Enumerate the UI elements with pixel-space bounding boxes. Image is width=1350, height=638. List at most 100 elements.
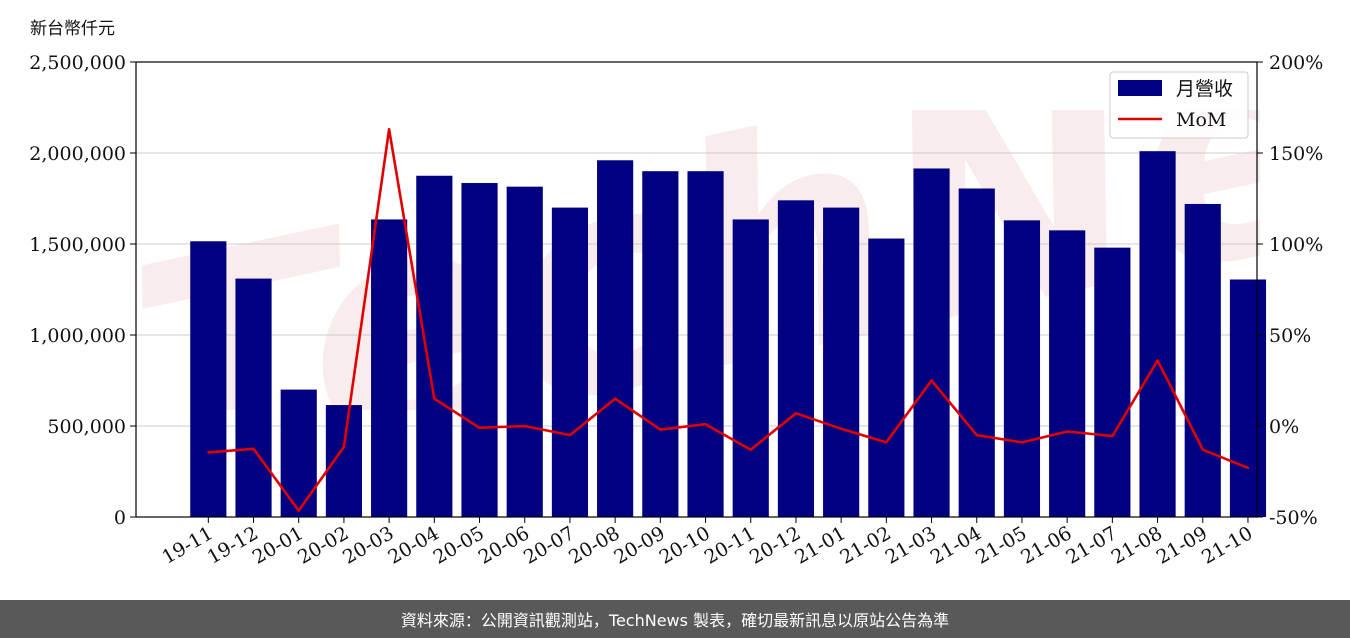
mom-point bbox=[478, 426, 481, 430]
legend-label-revenue: 月營收 bbox=[1176, 78, 1233, 100]
left-tick-label: 500,000 bbox=[47, 416, 126, 438]
left-y-axis: 0 500,000 1,000,000 1,500,000 2,000,000 2,500… bbox=[29, 52, 136, 529]
bar bbox=[1229, 279, 1267, 517]
mom-point bbox=[839, 427, 843, 430]
bar bbox=[325, 405, 363, 517]
bar bbox=[506, 186, 543, 518]
bar bbox=[1003, 220, 1041, 517]
mom-line bbox=[208, 128, 1249, 512]
chart-svg: 0 500,000 1,000,000 1,500,000 2,000,000 2,500… bbox=[29, 52, 1323, 569]
bar bbox=[371, 219, 408, 517]
mom-point bbox=[252, 447, 255, 450]
bar bbox=[551, 207, 589, 517]
mom-point bbox=[1020, 441, 1024, 444]
legend-swatch-bar bbox=[1118, 80, 1162, 96]
mom-point bbox=[659, 428, 662, 431]
bar bbox=[868, 238, 905, 518]
x-tick-label: 21-08 bbox=[1108, 522, 1166, 568]
bar bbox=[1049, 230, 1086, 517]
bar bbox=[642, 171, 679, 517]
x-tick-label: 21-09 bbox=[1153, 522, 1211, 568]
mom-point bbox=[975, 433, 978, 437]
x-tick-label: 19-12 bbox=[204, 522, 262, 568]
bar bbox=[597, 160, 634, 517]
x-tick-label: 21-03 bbox=[882, 522, 940, 568]
right-tick-label: 200% bbox=[1269, 52, 1323, 74]
mom-point bbox=[387, 128, 391, 131]
x-tick-label: 20-11 bbox=[701, 522, 759, 568]
right-y-axis: -50% 0% 50% 100% 150% 200% bbox=[1257, 52, 1323, 529]
mom-point bbox=[342, 445, 346, 449]
left-tick-label: 2,000,000 bbox=[29, 143, 126, 165]
bar bbox=[416, 175, 453, 517]
x-tick-label: 20-07 bbox=[520, 522, 578, 568]
x-axis: 19-1119-1220-0120-0220-0320-0420-0520-06… bbox=[158, 517, 1256, 569]
mom-point bbox=[794, 412, 798, 415]
bar bbox=[1094, 247, 1131, 517]
x-tick-label: 21-07 bbox=[1062, 522, 1120, 568]
mom-point bbox=[1201, 448, 1204, 451]
mom-point bbox=[1065, 430, 1069, 433]
chart-area: 新台幣仟元 TechNews 0500,0001,000,0001,500,00… bbox=[29, 19, 1323, 569]
bar bbox=[190, 241, 227, 517]
x-tick-label: 20-12 bbox=[746, 522, 804, 568]
plot-frame bbox=[135, 61, 1258, 518]
right-tick-label: 50% bbox=[1269, 325, 1311, 347]
mom-point bbox=[613, 397, 617, 400]
x-tick-label: 20-03 bbox=[339, 522, 397, 568]
mom-point bbox=[1156, 359, 1159, 362]
mom-point bbox=[930, 379, 933, 382]
bar bbox=[1139, 151, 1176, 517]
mom-point bbox=[749, 448, 752, 451]
x-tick-label: 21-10 bbox=[1198, 522, 1256, 568]
legend-label-mom: MoM bbox=[1176, 109, 1226, 131]
mom-point bbox=[568, 433, 572, 437]
bar bbox=[777, 200, 815, 517]
mom-point bbox=[207, 451, 210, 454]
right-tick-label: 150% bbox=[1269, 143, 1323, 165]
bar bbox=[687, 171, 724, 517]
x-tick-label: 20-02 bbox=[294, 522, 352, 568]
mom-point bbox=[704, 422, 707, 426]
left-tick-label: 1,000,000 bbox=[29, 325, 126, 347]
mom-line-series bbox=[207, 128, 1250, 512]
source-footer: 資料來源：公開資訊觀測站，TechNews 製表，確切最新訊息以原站公告為準 bbox=[0, 600, 1350, 638]
x-tick-label: 20-09 bbox=[610, 522, 668, 568]
left-tick-label: 0 bbox=[114, 507, 126, 529]
source-footer-text: 資料來源：公開資訊觀測站，TechNews 製表，確切最新訊息以原站公告為準 bbox=[400, 611, 950, 630]
legend: 月營收 MoM bbox=[1109, 71, 1249, 139]
x-tick-label: 21-05 bbox=[972, 522, 1030, 568]
right-tick-label: 0% bbox=[1269, 416, 1299, 438]
bar bbox=[732, 219, 769, 517]
x-tick-label: 20-06 bbox=[475, 522, 533, 568]
right-tick-label: 100% bbox=[1269, 234, 1323, 256]
bar bbox=[280, 389, 317, 517]
x-tick-label: 20-08 bbox=[565, 522, 623, 568]
x-tick-label: 20-01 bbox=[249, 522, 307, 568]
left-tick-label: 1,500,000 bbox=[29, 234, 126, 256]
bar bbox=[235, 278, 272, 517]
bar bbox=[1184, 203, 1221, 517]
x-tick-label: 19-11 bbox=[158, 522, 216, 568]
mom-point bbox=[1246, 466, 1250, 470]
bar bbox=[913, 168, 950, 517]
x-tick-label: 21-06 bbox=[1017, 522, 1075, 568]
mom-point bbox=[885, 441, 888, 444]
x-tick-label: 21-01 bbox=[791, 522, 849, 568]
bar bbox=[958, 188, 995, 518]
mom-point bbox=[1111, 434, 1114, 438]
mom-point bbox=[433, 397, 436, 400]
x-tick-label: 20-04 bbox=[384, 522, 442, 568]
x-tick-label: 21-02 bbox=[836, 522, 894, 568]
x-tick-label: 21-04 bbox=[927, 522, 985, 568]
bar bbox=[823, 207, 860, 517]
y-axis-unit-label: 新台幣仟元 bbox=[30, 19, 115, 39]
right-tick-label: -50% bbox=[1269, 507, 1318, 529]
mom-point bbox=[297, 509, 300, 512]
bar bbox=[461, 183, 498, 517]
mom-point bbox=[523, 424, 526, 428]
x-tick-label: 20-10 bbox=[656, 522, 714, 568]
x-tick-label: 20-05 bbox=[430, 522, 488, 568]
left-tick-label: 2,500,000 bbox=[29, 52, 126, 74]
bar-series bbox=[190, 151, 1267, 518]
